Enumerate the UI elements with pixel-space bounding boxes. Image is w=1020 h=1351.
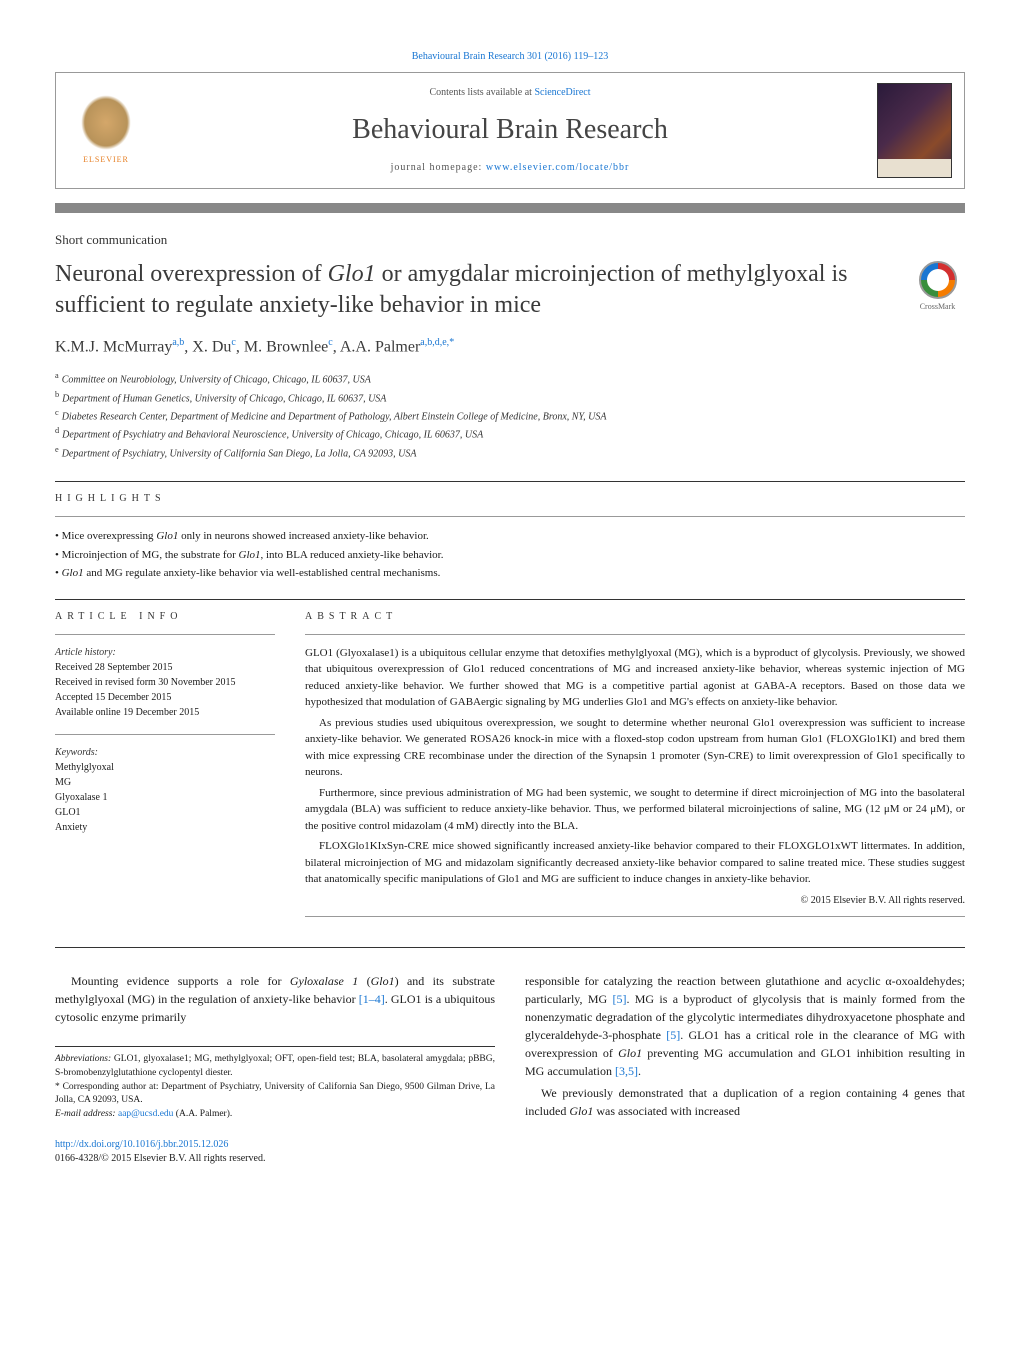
abstract-heading: ABSTRACT bbox=[305, 610, 965, 624]
cover-thumbnail-block bbox=[864, 73, 964, 188]
affiliations: aCommittee on Neurobiology, University o… bbox=[55, 370, 965, 461]
affiliation-a: Committee on Neurobiology, University of… bbox=[62, 375, 371, 386]
highlight-3: Glo1 and MG regulate anxiety-like behavi… bbox=[55, 564, 965, 583]
contents-prefix: Contents lists available at bbox=[429, 87, 534, 98]
header-divider-bar bbox=[55, 203, 965, 213]
journal-header-center: Contents lists available at ScienceDirec… bbox=[156, 73, 864, 188]
author-4-corr: * bbox=[449, 337, 454, 348]
citation-link-3-5[interactable]: [3,5] bbox=[615, 1064, 638, 1078]
article-history: Article history: Received 28 September 2… bbox=[55, 645, 275, 720]
highlight-1: Mice overexpressing Glo1 only in neurons… bbox=[55, 527, 965, 546]
doi-link[interactable]: http://dx.doi.org/10.1016/j.bbr.2015.12.… bbox=[55, 1139, 228, 1150]
affiliation-c: Diabetes Research Center, Department of … bbox=[62, 411, 607, 422]
abbrev-label: Abbreviations: bbox=[55, 1054, 111, 1064]
affiliation-d: Department of Psychiatry and Behavioral … bbox=[62, 430, 483, 441]
keywords-label: Keywords: bbox=[55, 745, 275, 760]
article-title: Neuronal overexpression of Glo1 or amygd… bbox=[55, 259, 890, 321]
title-gene-italic: Glo1 bbox=[328, 261, 376, 287]
keyword-2: MG bbox=[55, 775, 275, 790]
abstract-column: ABSTRACT GLO1 (Glyoxalase1) is a ubiquit… bbox=[305, 610, 965, 927]
author-4: A.A. Palmer bbox=[340, 338, 420, 355]
body-right-p1: responsible for catalyzing the reaction … bbox=[525, 972, 965, 1080]
email-link[interactable]: aap@ucsd.edu bbox=[118, 1109, 173, 1119]
abstract-p3: Furthermore, since previous administrati… bbox=[305, 785, 965, 835]
highlights-heading: HIGHLIGHTS bbox=[55, 492, 965, 506]
highlight-2: Microinjection of MG, the substrate for … bbox=[55, 546, 965, 565]
article-info-heading: ARTICLE INFO bbox=[55, 610, 275, 624]
body-right-p2: We previously demonstrated that a duplic… bbox=[525, 1084, 965, 1120]
history-online: Available online 19 December 2015 bbox=[55, 705, 275, 720]
affiliation-e: Department of Psychiatry, University of … bbox=[62, 448, 417, 459]
history-received: Received 28 September 2015 bbox=[55, 660, 275, 675]
bottom-identifiers: http://dx.doi.org/10.1016/j.bbr.2015.12.… bbox=[55, 1138, 965, 1166]
keywords-block: Keywords: Methylglyoxal MG Glyoxalase 1 … bbox=[55, 745, 275, 835]
abstract-p4: FLOXGlo1KIxSyn-CRE mice showed significa… bbox=[305, 838, 965, 888]
crossmark-label: CrossMark bbox=[920, 301, 956, 312]
journal-cover-icon bbox=[877, 83, 952, 178]
contents-available-line: Contents lists available at ScienceDirec… bbox=[429, 86, 590, 100]
highlights-list: Mice overexpressing Glo1 only in neurons… bbox=[55, 527, 965, 583]
history-accepted: Accepted 15 December 2015 bbox=[55, 690, 275, 705]
authors-line: K.M.J. McMurraya,b, X. Duc, M. Brownleec… bbox=[55, 336, 965, 359]
journal-header: ELSEVIER Contents lists available at Sci… bbox=[55, 72, 965, 189]
keyword-1: Methylglyoxal bbox=[55, 760, 275, 775]
journal-name: Behavioural Brain Research bbox=[352, 110, 668, 149]
issn-copyright: 0166-4328/© 2015 Elsevier B.V. All right… bbox=[55, 1152, 965, 1166]
author-1-aff: a,b bbox=[172, 337, 184, 348]
abstract-p1: GLO1 (Glyoxalase1) is a ubiquitous cellu… bbox=[305, 645, 965, 711]
citation-link-5a[interactable]: [5] bbox=[612, 992, 626, 1006]
keyword-4: GLO1 bbox=[55, 805, 275, 820]
email-footnote: E-mail address: aap@ucsd.edu (A.A. Palme… bbox=[55, 1108, 495, 1122]
sciencedirect-link[interactable]: ScienceDirect bbox=[534, 87, 590, 98]
homepage-link[interactable]: www.elsevier.com/locate/bbr bbox=[486, 162, 630, 173]
corr-label: * Corresponding author at: bbox=[55, 1082, 161, 1092]
affiliation-b: Department of Human Genetics, University… bbox=[62, 393, 386, 404]
email-label: E-mail address: bbox=[55, 1109, 118, 1119]
crossmark-badge[interactable]: CrossMark bbox=[910, 259, 965, 314]
author-2-aff: c bbox=[231, 337, 235, 348]
author-1: K.M.J. McMurray bbox=[55, 338, 172, 355]
homepage-prefix: journal homepage: bbox=[391, 162, 486, 173]
citation-link-1-4[interactable]: [1–4] bbox=[359, 992, 385, 1006]
history-revised: Received in revised form 30 November 201… bbox=[55, 675, 275, 690]
elsevier-tree-icon: ELSEVIER bbox=[71, 93, 141, 168]
keyword-3: Glyoxalase 1 bbox=[55, 790, 275, 805]
footnotes: Abbreviations: GLO1, glyoxalase1; MG, me… bbox=[55, 1046, 495, 1122]
publisher-label: ELSEVIER bbox=[83, 154, 129, 165]
crossmark-icon bbox=[919, 261, 957, 299]
email-post: (A.A. Palmer). bbox=[173, 1109, 232, 1119]
abbreviations-footnote: Abbreviations: GLO1, glyoxalase1; MG, me… bbox=[55, 1053, 495, 1081]
title-text-pre: Neuronal overexpression of bbox=[55, 261, 328, 287]
body-left-p1: Mounting evidence supports a role for Gy… bbox=[55, 972, 495, 1026]
article-info-column: ARTICLE INFO Article history: Received 2… bbox=[55, 610, 275, 927]
publisher-logo-block: ELSEVIER bbox=[56, 73, 156, 188]
author-2: X. Du bbox=[192, 338, 231, 355]
abbrev-text: GLO1, glyoxalase1; MG, methylglyoxal; OF… bbox=[55, 1054, 495, 1078]
body-text: Mounting evidence supports a role for Gy… bbox=[55, 972, 965, 1124]
journal-reference: Behavioural Brain Research 301 (2016) 11… bbox=[55, 50, 965, 64]
history-label: Article history: bbox=[55, 645, 275, 660]
abstract-p2: As previous studies used ubiquitous over… bbox=[305, 715, 965, 781]
keyword-5: Anxiety bbox=[55, 820, 275, 835]
body-left-column: Mounting evidence supports a role for Gy… bbox=[55, 972, 495, 1124]
article-type: Short communication bbox=[55, 231, 965, 249]
abstract-copyright: © 2015 Elsevier B.V. All rights reserved… bbox=[305, 894, 965, 908]
citation-link-5b[interactable]: [5] bbox=[666, 1028, 680, 1042]
journal-homepage-line: journal homepage: www.elsevier.com/locat… bbox=[391, 161, 630, 175]
author-3-aff: c bbox=[328, 337, 332, 348]
author-3: M. Brownlee bbox=[244, 338, 328, 355]
corresponding-author-footnote: * Corresponding author at: Department of… bbox=[55, 1081, 495, 1109]
body-right-column: responsible for catalyzing the reaction … bbox=[525, 972, 965, 1124]
author-4-aff: a,b,d,e, bbox=[420, 337, 449, 348]
